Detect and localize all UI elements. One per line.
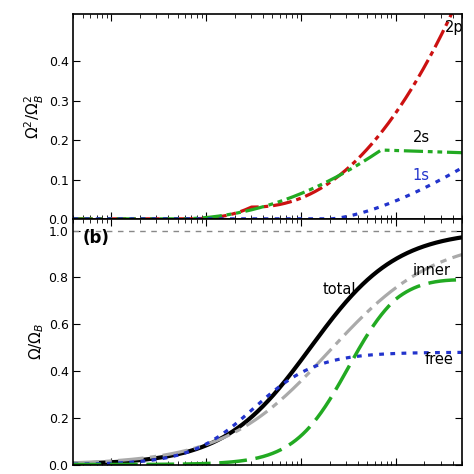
Y-axis label: $\Omega/\Omega_B$: $\Omega/\Omega_B$ [27,323,46,360]
Text: 2p: 2p [445,20,464,35]
Text: (b): (b) [82,229,109,247]
Text: 1s: 1s [412,168,429,183]
Text: 2s: 2s [412,130,429,145]
Text: total: total [323,282,356,297]
Text: inner: inner [412,263,451,278]
Y-axis label: $\Omega^2/\Omega^2_B$: $\Omega^2/\Omega^2_B$ [23,94,46,139]
Text: free: free [424,352,453,367]
